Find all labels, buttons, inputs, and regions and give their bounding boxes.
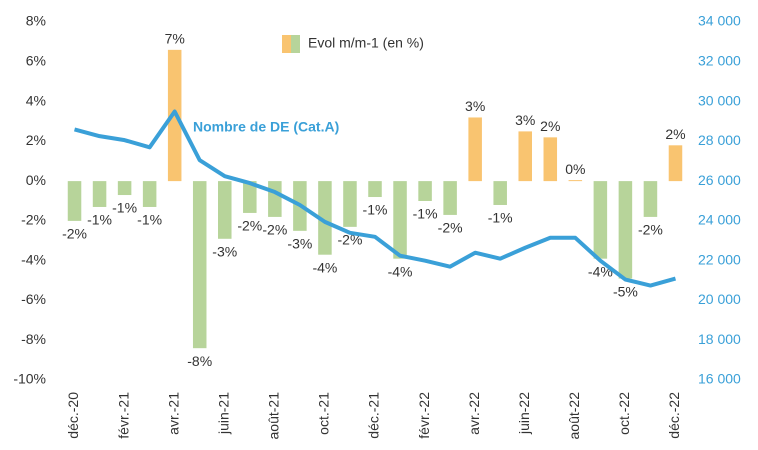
value-label: 3% xyxy=(465,98,485,114)
bar xyxy=(318,181,332,255)
bar xyxy=(418,181,432,201)
x-tick-label: févr.-22 xyxy=(416,392,432,439)
x-tick-label: août-21 xyxy=(266,392,282,440)
y-tick-label: 2% xyxy=(26,132,46,148)
bar xyxy=(142,181,157,207)
y-tick-label: -8% xyxy=(21,331,46,347)
x-tick-label: juin-21 xyxy=(215,392,231,435)
value-label: -3% xyxy=(287,236,312,252)
x-tick-label: oct.-21 xyxy=(316,392,332,435)
y2-tick-label: 20 000 xyxy=(698,291,741,307)
bar xyxy=(343,181,357,227)
value-label: -3% xyxy=(212,243,237,259)
y-tick-label: -6% xyxy=(21,291,46,307)
y2-tick-label: 30 000 xyxy=(698,92,741,108)
bar xyxy=(92,181,107,207)
y-tick-label: -10% xyxy=(13,371,46,387)
bar xyxy=(67,181,82,221)
x-tick-label: oct.-22 xyxy=(616,392,632,435)
bar xyxy=(368,181,382,198)
value-label: -1% xyxy=(413,206,438,222)
value-label: -2% xyxy=(237,218,262,234)
value-label: 7% xyxy=(165,31,185,47)
y2-tick-label: 24 000 xyxy=(698,212,741,228)
bar xyxy=(217,181,232,239)
value-label: -2% xyxy=(438,220,463,236)
y2-tick-label: 34 000 xyxy=(698,13,741,29)
bar xyxy=(668,145,683,182)
bar xyxy=(393,181,407,259)
value-label: -2% xyxy=(62,226,87,242)
value-label: -1% xyxy=(137,212,162,228)
bar xyxy=(518,131,533,182)
y2-tick-label: 18 000 xyxy=(698,331,741,347)
bar xyxy=(268,181,282,217)
y2-tick-label: 32 000 xyxy=(698,52,741,68)
legend-label: Evol m/m-1 (en %) xyxy=(308,35,424,51)
bar xyxy=(618,181,633,279)
y-tick-label: 0% xyxy=(26,172,46,188)
x-tick-label: déc.-21 xyxy=(366,392,382,439)
x-tick-label: déc.-20 xyxy=(65,392,81,439)
bar xyxy=(493,181,507,205)
y-tick-label: -2% xyxy=(21,212,46,228)
bar xyxy=(243,181,257,213)
value-label: -1% xyxy=(87,212,112,228)
line xyxy=(73,109,677,288)
y2-tick-label: 28 000 xyxy=(698,132,741,148)
x-tick-label: avr.-22 xyxy=(466,392,482,435)
x-tick-label: août-22 xyxy=(566,392,582,440)
value-label: -4% xyxy=(388,263,413,279)
value-label: 0% xyxy=(565,161,585,177)
bar xyxy=(443,181,457,215)
line-label: Nombre de DE (Cat.A) xyxy=(193,119,339,135)
bar xyxy=(643,181,658,217)
y2-tick-label: 26 000 xyxy=(698,172,741,188)
bar xyxy=(543,137,558,182)
y2-tick-label: 22 000 xyxy=(698,251,741,267)
value-label: -5% xyxy=(613,283,638,299)
y-tick-label: 4% xyxy=(26,92,46,108)
value-label: -1% xyxy=(488,210,513,226)
x-tick-label: avr.-21 xyxy=(165,392,181,435)
value-label: -2% xyxy=(638,222,663,238)
value-label: -8% xyxy=(187,353,212,369)
legend-swatch xyxy=(282,35,300,53)
bar xyxy=(117,181,132,196)
y-tick-label: 8% xyxy=(26,13,46,29)
value-label: -2% xyxy=(262,222,287,238)
value-label: -1% xyxy=(112,200,137,216)
value-label: 2% xyxy=(665,126,685,142)
value-label: -4% xyxy=(312,259,337,275)
y2-tick-label: 16 000 xyxy=(698,371,741,387)
y-tick-label: 6% xyxy=(26,52,46,68)
value-label: 2% xyxy=(540,118,560,134)
x-tick-label: févr.-21 xyxy=(115,392,131,439)
bar xyxy=(568,180,583,182)
bar xyxy=(192,181,207,349)
x-tick-label: juin-22 xyxy=(516,392,532,435)
value-label: -1% xyxy=(363,202,388,218)
bar xyxy=(468,117,482,182)
y-tick-label: -4% xyxy=(21,251,46,267)
x-tick-label: déc.-22 xyxy=(666,392,682,439)
bar xyxy=(593,181,608,259)
value-label: 3% xyxy=(515,112,535,128)
